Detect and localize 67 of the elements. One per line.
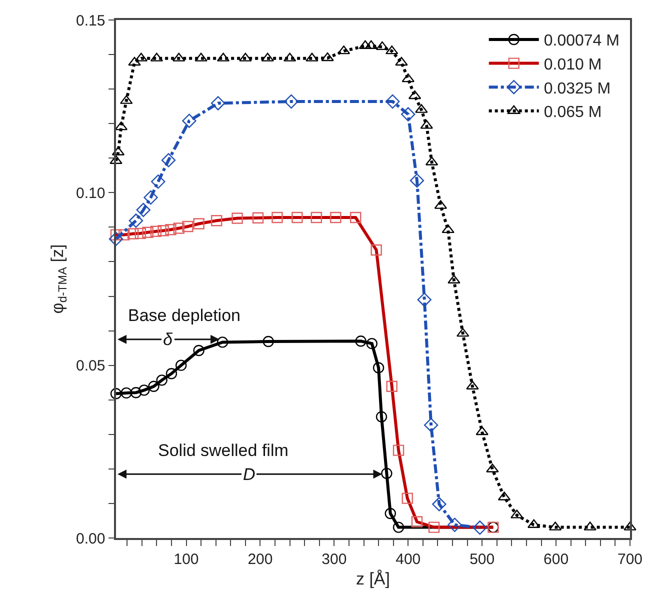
legend-label: 0.0325 M xyxy=(544,80,611,98)
annotation: δ xyxy=(163,330,173,349)
x-tick-label: 500 xyxy=(470,550,495,568)
point xyxy=(262,336,274,348)
point xyxy=(136,202,150,218)
point xyxy=(144,190,158,205)
y-tick-label: 0.15 xyxy=(76,12,106,30)
point xyxy=(114,121,128,130)
point xyxy=(385,45,398,54)
point xyxy=(376,41,389,50)
point xyxy=(392,522,404,533)
point xyxy=(110,388,122,400)
point xyxy=(448,518,462,532)
point xyxy=(424,418,438,432)
point xyxy=(410,173,424,188)
point xyxy=(321,52,334,62)
point xyxy=(417,292,432,307)
point xyxy=(355,336,366,347)
point xyxy=(156,374,168,386)
annotation: D xyxy=(243,465,256,484)
x-tick-label: 300 xyxy=(322,550,347,568)
point xyxy=(138,384,150,396)
point xyxy=(210,96,226,110)
y-tick-label: 0.00 xyxy=(76,530,106,548)
point xyxy=(130,387,142,398)
point xyxy=(166,368,178,380)
annotation: Base depletion xyxy=(128,306,240,325)
point xyxy=(151,174,166,189)
point xyxy=(442,224,454,234)
point xyxy=(372,362,384,374)
x-tick-label: 400 xyxy=(396,550,421,568)
point xyxy=(456,328,470,337)
point xyxy=(402,73,414,82)
point xyxy=(386,94,400,109)
point xyxy=(120,387,132,399)
point xyxy=(193,344,204,356)
point xyxy=(401,107,416,122)
x-tick-label: 600 xyxy=(544,550,569,568)
point xyxy=(384,508,396,520)
point xyxy=(395,56,408,66)
point xyxy=(376,411,388,422)
legend-label: 0.065 M xyxy=(544,104,602,122)
point xyxy=(182,114,196,128)
x-axis-title: z [Å] xyxy=(356,570,390,589)
legend-label: 0.00074 M xyxy=(544,32,620,50)
x-tick-label: 100 xyxy=(174,550,199,568)
legend-label: 0.010 M xyxy=(544,56,602,74)
point xyxy=(128,56,141,66)
y-tick-label: 0.05 xyxy=(76,358,106,375)
x-tick-label: 200 xyxy=(248,550,273,568)
x-tick-label: 700 xyxy=(617,550,643,568)
point xyxy=(148,380,160,392)
y-tick-label: 0.10 xyxy=(76,184,106,202)
point xyxy=(128,214,144,228)
point xyxy=(408,90,422,100)
point xyxy=(476,426,488,436)
point xyxy=(108,232,124,246)
point xyxy=(284,94,298,109)
point xyxy=(216,336,228,348)
point xyxy=(381,468,392,480)
point xyxy=(432,497,446,512)
point xyxy=(472,520,487,535)
point xyxy=(337,45,350,54)
annotation: Solid swelled film xyxy=(158,441,288,460)
point xyxy=(175,360,187,371)
point xyxy=(366,338,378,350)
point xyxy=(161,153,176,168)
